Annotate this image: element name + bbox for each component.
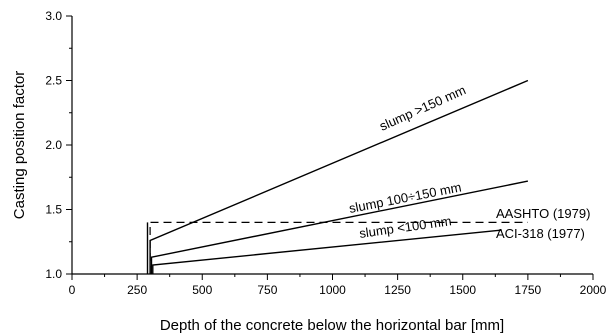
series-line-slump-100-150 [150,180,529,274]
y-tick-label: 3.0 [45,9,62,23]
x-tick-label: 0 [69,283,76,297]
x-tick-label: 1750 [515,283,542,297]
y-tick-label: 2.5 [45,74,62,88]
series-line-slump-gt-150 [149,79,529,274]
x-tick-label: 500 [192,283,212,297]
x-axis: 0 250 500 750 1000 1250 1500 1750 2000 [69,273,607,297]
series-line-aashto [149,221,528,274]
label-slump-gt-150: slump >150 mm [377,82,468,133]
x-axis-title: Depth of the concrete below the horizont… [160,317,504,334]
x-tick-label: 1000 [319,283,346,297]
y-tick-label: 2.0 [45,138,62,152]
label-aci-318: ACI-318 (1977) [496,226,585,241]
y-axis: 1.0 1.5 2.0 2.5 3.0 [45,9,73,281]
y-tick-label: 1.0 [45,267,62,281]
x-tick-label: 750 [257,283,277,297]
series-line-slump-lt-100 [152,229,502,274]
x-tick-label: 250 [127,283,147,297]
label-aashto: AASHTO (1979) [496,206,590,221]
y-tick-label: 1.5 [45,203,62,217]
plot-area [146,79,529,274]
x-tick-label: 2000 [580,283,607,297]
y-axis-title: Casting position factor [11,71,28,219]
x-tick-label: 1500 [449,283,476,297]
x-tick-label: 1250 [384,283,411,297]
